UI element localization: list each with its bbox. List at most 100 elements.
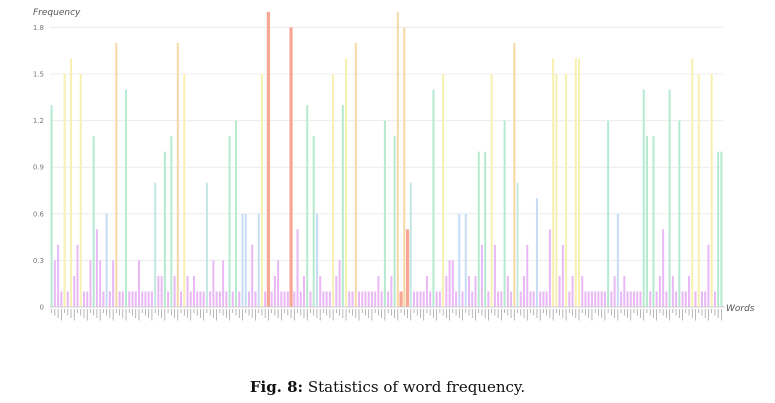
bar xyxy=(445,275,448,307)
bar xyxy=(370,291,373,307)
bar xyxy=(167,291,170,307)
bar xyxy=(403,27,406,307)
category-tick xyxy=(620,309,622,313)
bar xyxy=(464,213,467,307)
category-tick xyxy=(264,309,266,318)
category-tick xyxy=(293,309,295,321)
category-tick xyxy=(64,309,65,313)
category-tick xyxy=(303,309,305,318)
bar xyxy=(568,291,571,307)
bar xyxy=(629,291,632,307)
category-tick xyxy=(57,309,59,318)
category-tick xyxy=(394,309,395,318)
category-tick xyxy=(458,309,460,318)
category-tick xyxy=(423,309,425,321)
category-tick xyxy=(342,309,344,318)
category-tick xyxy=(248,309,250,316)
category-tick xyxy=(559,309,560,316)
category-tick xyxy=(122,309,124,318)
bar xyxy=(141,291,144,307)
category-tick xyxy=(410,309,412,321)
category-tick xyxy=(290,309,292,318)
category-tick xyxy=(161,309,162,318)
category-tick xyxy=(711,309,713,313)
category-tick xyxy=(339,309,340,316)
bar xyxy=(283,291,286,307)
category-tick xyxy=(242,309,243,321)
y-tick-label: 1.2 xyxy=(33,117,44,125)
category-tick xyxy=(93,309,95,316)
category-tick xyxy=(653,309,654,318)
bar xyxy=(697,74,700,308)
bar xyxy=(235,120,238,307)
bar xyxy=(160,275,163,307)
category-tick xyxy=(507,309,509,316)
bar xyxy=(176,42,179,307)
category-tick xyxy=(675,309,677,316)
bar xyxy=(254,291,257,307)
bar xyxy=(432,89,435,307)
category-tick xyxy=(543,309,544,313)
bar xyxy=(309,291,312,307)
category-tick xyxy=(391,309,392,316)
category-tick xyxy=(484,309,486,318)
category-tick xyxy=(106,309,107,316)
category-tick xyxy=(568,309,570,313)
bar xyxy=(503,120,506,307)
category-tick xyxy=(180,309,182,313)
category-tick xyxy=(698,309,700,313)
bar xyxy=(471,291,474,307)
bar xyxy=(364,291,367,307)
bar xyxy=(251,244,254,307)
bar xyxy=(707,244,710,307)
y-tick-label: 0 xyxy=(40,304,44,312)
category-tick xyxy=(245,309,247,313)
category-tick xyxy=(151,309,153,321)
category-tick xyxy=(721,309,722,321)
category-tick xyxy=(158,309,159,316)
bar xyxy=(458,213,461,307)
caption-label: Fig. 8: xyxy=(249,378,304,396)
bar xyxy=(205,182,208,307)
bar xyxy=(293,291,296,307)
bar xyxy=(571,275,574,307)
bar xyxy=(189,291,192,307)
category-tick xyxy=(611,309,612,316)
category-tick xyxy=(588,309,590,318)
category-tick xyxy=(536,309,538,318)
bar xyxy=(574,58,577,307)
bar xyxy=(70,58,73,307)
figure-caption: Fig. 8: Statistics of word frequency. xyxy=(0,378,775,396)
bar xyxy=(623,275,626,307)
category-tick xyxy=(513,309,515,321)
bar xyxy=(558,275,561,307)
category-tick xyxy=(323,309,324,313)
category-tick xyxy=(666,309,667,318)
bar xyxy=(215,291,218,307)
category-tick xyxy=(594,309,596,313)
bar xyxy=(244,213,247,307)
category-tick xyxy=(164,309,166,321)
category-tick xyxy=(520,309,522,316)
category-tick xyxy=(659,309,661,313)
bar xyxy=(461,291,464,307)
category-tick xyxy=(455,309,457,316)
category-tick xyxy=(556,309,557,313)
category-tick xyxy=(442,309,444,316)
bar xyxy=(157,275,160,307)
category-tick xyxy=(468,309,470,316)
category-tick xyxy=(206,309,208,313)
category-tick xyxy=(452,309,454,313)
bar xyxy=(266,11,271,308)
bar xyxy=(202,291,205,307)
bar xyxy=(209,291,212,307)
bar xyxy=(451,260,454,307)
bar xyxy=(183,74,186,308)
bar xyxy=(180,291,183,307)
category-tick xyxy=(319,309,321,321)
bar xyxy=(655,291,658,307)
bar xyxy=(474,275,477,307)
category-tick xyxy=(258,309,260,313)
category-tick xyxy=(209,309,211,316)
category-tick xyxy=(678,309,680,318)
